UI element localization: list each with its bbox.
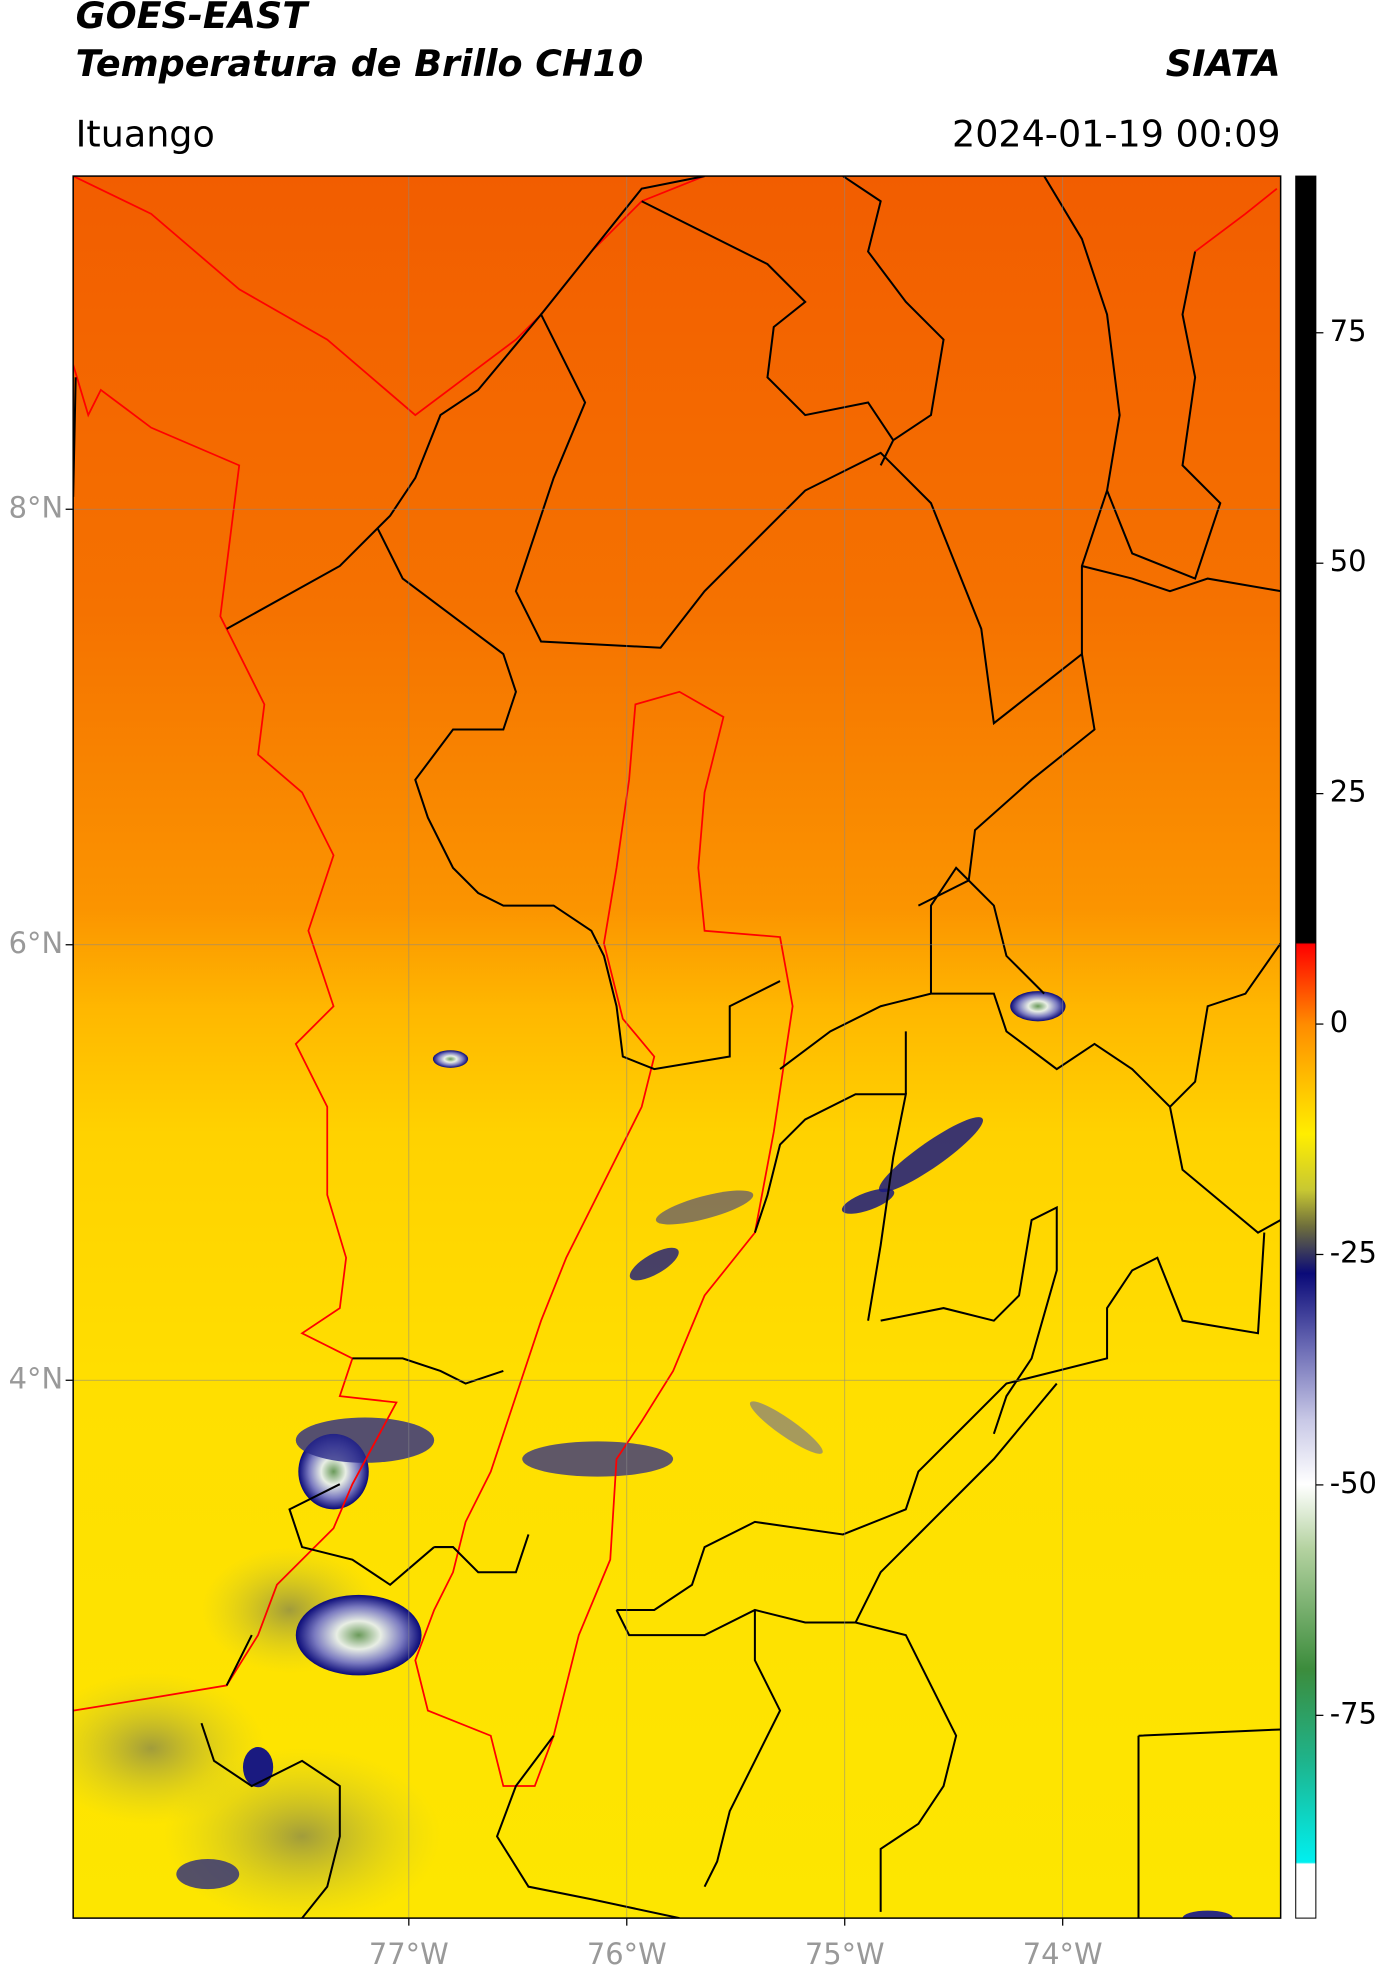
boundary	[540, 176, 1281, 655]
colorbar	[1295, 175, 1317, 1919]
x-tick-label: 75°W	[805, 1937, 885, 1971]
coastline	[1194, 187, 1278, 253]
boundary	[753, 1031, 1058, 1435]
boundary	[616, 866, 1281, 1611]
coastline	[73, 176, 705, 417]
boundary	[200, 1357, 530, 1919]
location: Ituango	[76, 112, 215, 155]
map-frame	[72, 175, 1282, 1919]
cloud-band	[878, 1117, 983, 1193]
cloud-core	[242, 1747, 274, 1788]
agency: SIATA	[1166, 42, 1281, 85]
colorbar-tick-label: 50	[1330, 544, 1367, 578]
subtitle: Temperatura de Brillo CH10	[76, 42, 644, 85]
colorbar-tick-label: 25	[1330, 775, 1367, 809]
cloud-core	[432, 1050, 469, 1068]
x-tick-label: 76°W	[587, 1937, 667, 1971]
cloud-core	[1010, 991, 1066, 1022]
cloud-core	[295, 1594, 422, 1676]
x-tick-label: 74°W	[1023, 1937, 1103, 1971]
coastline	[73, 364, 398, 1712]
y-tick-label: 4°N	[9, 1361, 63, 1395]
title: GOES-EAST	[76, 0, 311, 37]
timestamp: 2024-01-19 00:09	[952, 112, 1281, 155]
cloud-band	[522, 1441, 674, 1477]
cloud-patch	[163, 1748, 441, 1919]
cloud-band	[655, 1190, 754, 1225]
cloud-band	[295, 1417, 435, 1463]
colorbar-tick-label: 0	[1330, 1005, 1348, 1039]
cloud-band	[841, 1188, 895, 1214]
boundary	[376, 527, 781, 1071]
colorbar-tick-label: -50	[1330, 1466, 1377, 1500]
y-tick-label: 6°N	[9, 926, 63, 960]
boundary	[495, 1382, 1281, 1919]
cloud-band	[1182, 1910, 1233, 1919]
cloud-band	[749, 1401, 823, 1454]
region-outline	[414, 690, 794, 1787]
y-tick-label: 8°N	[9, 490, 63, 524]
cloud-band	[176, 1858, 240, 1890]
colorbar-tick-label: 75	[1330, 314, 1367, 348]
graticule	[73, 176, 1281, 1919]
cloud-band	[629, 1247, 679, 1281]
colorbar-tick-label: -75	[1330, 1696, 1377, 1730]
colorbar-tick-label: -25	[1330, 1235, 1377, 1269]
x-tick-label: 77°W	[369, 1937, 449, 1971]
map-field	[73, 176, 1281, 1919]
